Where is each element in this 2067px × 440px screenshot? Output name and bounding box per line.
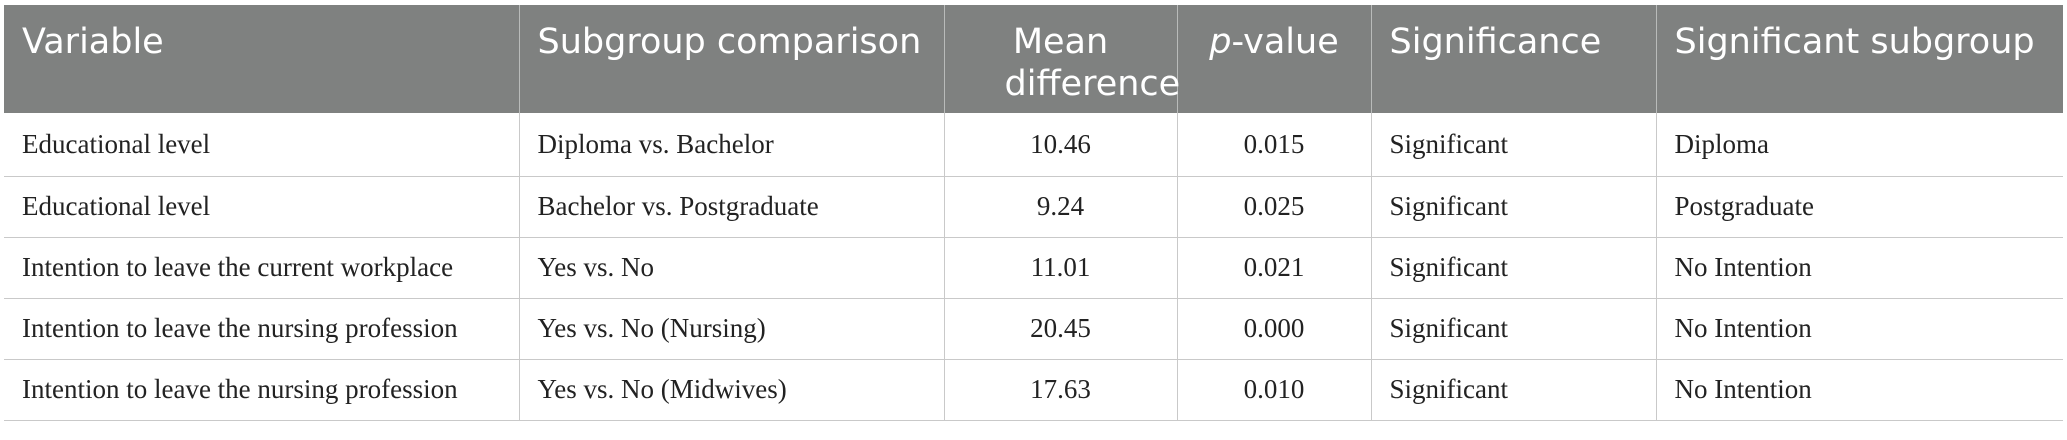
cell-variable: Intention to leave the nursing professio…: [4, 359, 519, 421]
subgroup-comparison-table: Variable Subgroup comparison Mean differ…: [4, 5, 2063, 421]
cell-significance: Significant: [1370, 237, 1656, 299]
cell-subgroup-comparison: Yes vs. No (Midwives): [518, 359, 944, 421]
header-subgroup-comparison: Subgroup comparison: [518, 5, 944, 113]
header-p-value: p-value: [1176, 5, 1371, 113]
cell-significance: Significant: [1370, 298, 1656, 360]
header-p-value-italic: p: [1209, 22, 1232, 62]
header-p-value-rest: -value: [1231, 22, 1339, 62]
cell-mean-difference: 11.01: [943, 237, 1177, 299]
table-row: Educational level Bachelor vs. Postgradu…: [4, 176, 2063, 238]
table-row: Intention to leave the current workplace…: [4, 237, 2063, 299]
cell-mean-difference: 10.46: [943, 113, 1177, 177]
cell-p-value: 0.025: [1176, 176, 1371, 238]
table-body: Educational level Diploma vs. Bachelor 1…: [4, 113, 2063, 421]
cell-significant-subgroup: Postgraduate: [1655, 176, 2063, 238]
cell-p-value: 0.000: [1176, 298, 1371, 360]
table-header: Variable Subgroup comparison Mean differ…: [4, 5, 2063, 113]
header-variable: Variable: [4, 5, 519, 113]
header-row: Variable Subgroup comparison Mean differ…: [4, 5, 2063, 113]
cell-p-value: 0.010: [1176, 359, 1371, 421]
cell-variable: Intention to leave the current workplace: [4, 237, 519, 299]
cell-significance: Significant: [1370, 176, 1656, 238]
cell-significant-subgroup: No Intention: [1655, 359, 2063, 421]
cell-significance: Significant: [1370, 113, 1656, 177]
table-row: Intention to leave the nursing professio…: [4, 298, 2063, 360]
cell-significant-subgroup: No Intention: [1655, 298, 2063, 360]
cell-p-value: 0.015: [1176, 113, 1371, 177]
cell-subgroup-comparison: Diploma vs. Bachelor: [518, 113, 944, 177]
cell-subgroup-comparison: Yes vs. No (Nursing): [518, 298, 944, 360]
cell-mean-difference: 9.24: [943, 176, 1177, 238]
cell-significance: Significant: [1370, 359, 1656, 421]
cell-variable: Intention to leave the nursing professio…: [4, 298, 519, 360]
header-significant-subgroup: Significant subgroup: [1655, 5, 2063, 113]
cell-significant-subgroup: No Intention: [1655, 237, 2063, 299]
cell-subgroup-comparison: Bachelor vs. Postgraduate: [518, 176, 944, 238]
cell-mean-difference: 17.63: [943, 359, 1177, 421]
table-row: Educational level Diploma vs. Bachelor 1…: [4, 113, 2063, 177]
table-container: Variable Subgroup comparison Mean differ…: [4, 5, 2063, 421]
cell-subgroup-comparison: Yes vs. No: [518, 237, 944, 299]
table-row: Intention to leave the nursing professio…: [4, 359, 2063, 421]
header-significance: Significance: [1370, 5, 1656, 113]
cell-significant-subgroup: Diploma: [1655, 113, 2063, 177]
cell-mean-difference: 20.45: [943, 298, 1177, 360]
header-mean-difference: Mean difference: [943, 5, 1180, 113]
cell-variable: Educational level: [4, 176, 519, 238]
cell-p-value: 0.021: [1176, 237, 1371, 299]
cell-variable: Educational level: [4, 113, 519, 177]
